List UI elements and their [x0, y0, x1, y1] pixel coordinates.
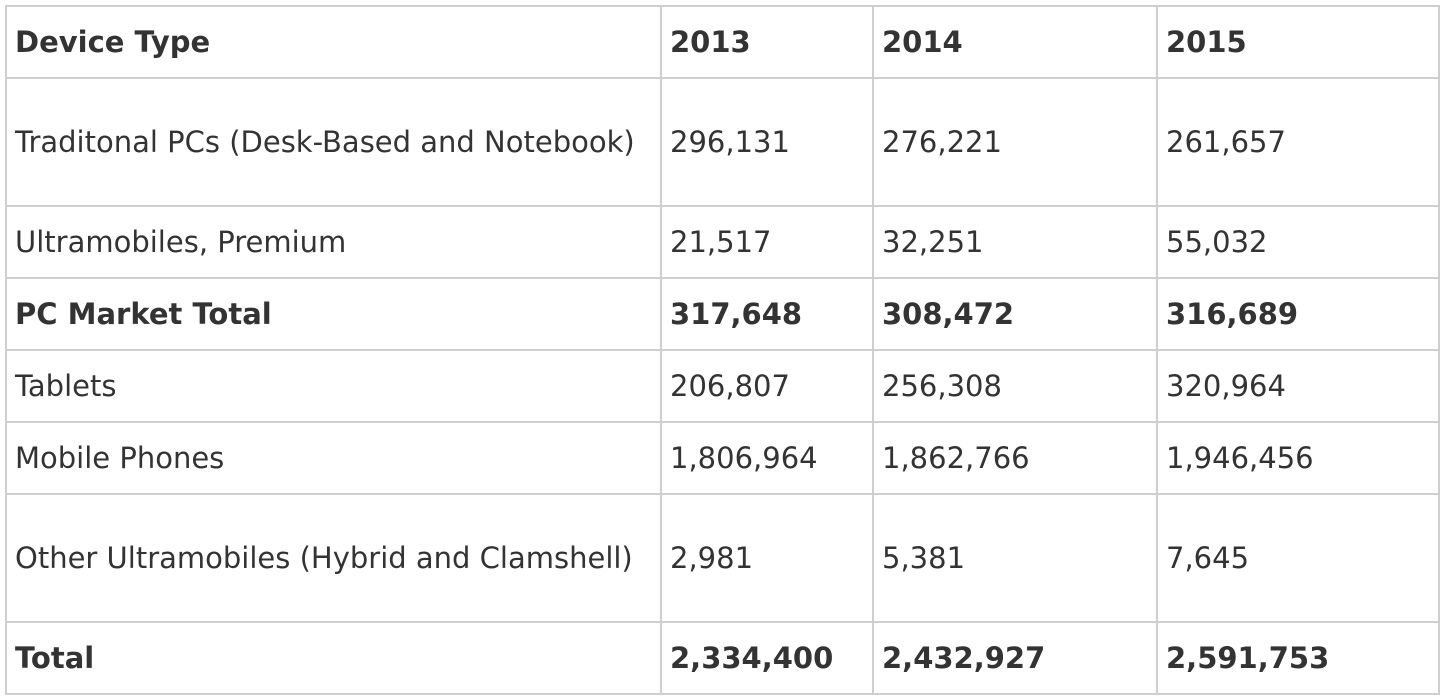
row-label: Device Type [5, 5, 662, 79]
cell-value: 256,308 [872, 349, 1158, 423]
cell-value: 2,591,753 [1156, 621, 1440, 695]
header-row: Device Type 2013 2014 2015 [5, 5, 1440, 79]
cell-value: 55,032 [1156, 205, 1440, 279]
table-row: Traditonal PCs (Desk-Based and Notebook)… [5, 77, 1440, 207]
table-row: Other Ultramobiles (Hybrid and Clamshell… [5, 493, 1440, 623]
cell-value: 308,472 [872, 277, 1158, 351]
table-row: PC Market Total 317,648 308,472 316,689 [5, 277, 1440, 351]
row-label: Traditonal PCs (Desk-Based and Notebook) [5, 77, 662, 207]
cell-value: 2014 [872, 5, 1158, 79]
data-table: Device Type 2013 2014 2015 Traditonal PCs (D… [5, 5, 1440, 695]
cell-value: 2,432,927 [872, 621, 1158, 695]
cell-value: 5,381 [872, 493, 1158, 623]
table-row: Total 2,334,400 2,432,927 2,591,753 [5, 621, 1440, 695]
row-label: Ultramobiles, Premium [5, 205, 662, 279]
cell-value: 276,221 [872, 77, 1158, 207]
cell-value: 316,689 [1156, 277, 1440, 351]
table-body: Device Type 2013 2014 2015 Traditonal PCs (D… [5, 5, 1440, 695]
cell-value: 21,517 [660, 205, 874, 279]
cell-value: 1,862,766 [872, 421, 1158, 495]
cell-value: 2,981 [660, 493, 874, 623]
table-row: Mobile Phones 1,806,964 1,862,766 1,946,456 [5, 421, 1440, 495]
table-row: Ultramobiles, Premium 21,517 32,251 55,032 [5, 205, 1440, 279]
cell-value: 206,807 [660, 349, 874, 423]
cell-value: 261,657 [1156, 77, 1440, 207]
cell-value: 2,334,400 [660, 621, 874, 695]
cell-value: 2013 [660, 5, 874, 79]
cell-value: 32,251 [872, 205, 1158, 279]
cell-value: 7,645 [1156, 493, 1440, 623]
cell-value: 296,131 [660, 77, 874, 207]
row-label: Total [5, 621, 662, 695]
cell-value: 2015 [1156, 5, 1440, 79]
cell-value: 1,946,456 [1156, 421, 1440, 495]
row-label: Tablets [5, 349, 662, 423]
cell-value: 320,964 [1156, 349, 1440, 423]
row-label: PC Market Total [5, 277, 662, 351]
row-label: Other Ultramobiles (Hybrid and Clamshell… [5, 493, 662, 623]
cell-value: 1,806,964 [660, 421, 874, 495]
row-label: Mobile Phones [5, 421, 662, 495]
table-row: Tablets 206,807 256,308 320,964 [5, 349, 1440, 423]
cell-value: 317,648 [660, 277, 874, 351]
